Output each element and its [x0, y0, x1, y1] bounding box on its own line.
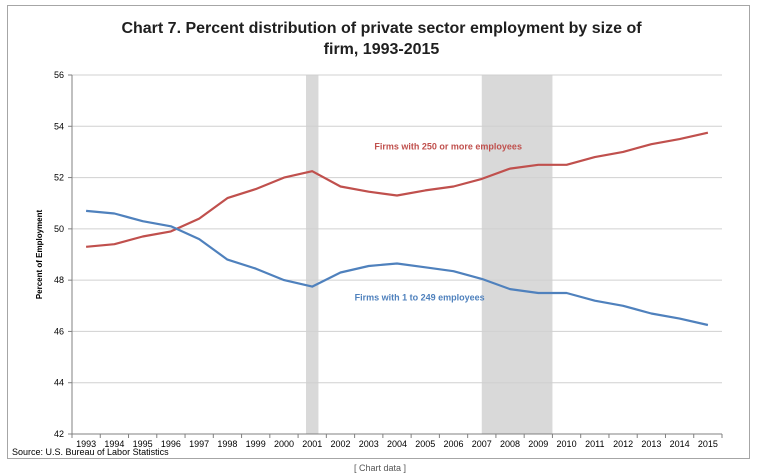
recession-band: [306, 75, 319, 434]
x-tick-label: 1997: [189, 439, 209, 449]
x-tick-label: 2015: [698, 439, 718, 449]
chart-frame: [7, 5, 750, 459]
chart-title: Chart 7. Percent distribution of private…: [0, 18, 763, 60]
series-lines: [85, 131, 709, 327]
y-tick-label: 48: [54, 275, 64, 285]
x-tick-label: 2013: [641, 439, 661, 449]
y-tick-label: 52: [54, 173, 64, 183]
x-tick-label: 1999: [246, 439, 266, 449]
x-tick-label: 1993: [76, 439, 96, 449]
y-axis-title: Percent of Employment: [35, 209, 44, 299]
series-label-1: Firms with 250 or more employees: [374, 142, 522, 152]
y-tick-label: 56: [54, 70, 64, 80]
x-tick-label: 2011: [585, 439, 604, 449]
series-labels: Firms with 250 or more employees Firms wi…: [355, 142, 522, 303]
x-tick-label: 2004: [387, 439, 407, 449]
y-tick-label: 46: [54, 326, 64, 336]
x-tick-label: 2014: [670, 439, 690, 449]
series-label-2: Firms with 1 to 249 employees: [355, 292, 485, 302]
chart-title-line-2: firm, 1993-2015: [323, 41, 440, 58]
y-tick-label: 42: [54, 429, 64, 439]
series-line-1: [85, 131, 709, 248]
x-tick-label: 1998: [217, 439, 237, 449]
source-note: Source: U.S. Bureau of Labor Statistics: [12, 447, 169, 457]
recession-band: [481, 75, 553, 434]
chart-data-link[interactable]: [ Chart data ]: [353, 463, 407, 473]
x-tick-label: 2003: [359, 439, 379, 449]
x-tick-label: 2012: [613, 439, 633, 449]
chart-title-line-1: Chart 7. Percent distribution of private…: [121, 20, 642, 37]
y-tick-label: 50: [54, 224, 64, 234]
series-line-2: [85, 209, 709, 327]
axes: 42 44 46 48 50 52 54 56 1993 1994 1995 1996 1997 1998…: [35, 70, 723, 449]
x-tick-label: 2005: [415, 439, 435, 449]
x-tick-label: 1996: [161, 439, 181, 449]
x-tick-label: 2010: [557, 439, 577, 449]
x-tick-label: 2007: [472, 439, 492, 449]
x-tick-label: 2002: [330, 439, 350, 449]
x-tick-label: 2001: [302, 439, 322, 449]
x-tick-label: 2008: [500, 439, 520, 449]
x-tick-label: 2006: [444, 439, 464, 449]
recession-shading-layer: [306, 75, 553, 434]
y-tick-label: 54: [54, 121, 64, 131]
x-tick-label: 2000: [274, 439, 294, 449]
x-tick-label: 2009: [528, 439, 548, 449]
x-tick-label: 1995: [133, 439, 153, 449]
x-tick-label: 1994: [104, 439, 124, 449]
gridlines: [72, 74, 722, 384]
y-tick-label: 44: [54, 378, 64, 388]
